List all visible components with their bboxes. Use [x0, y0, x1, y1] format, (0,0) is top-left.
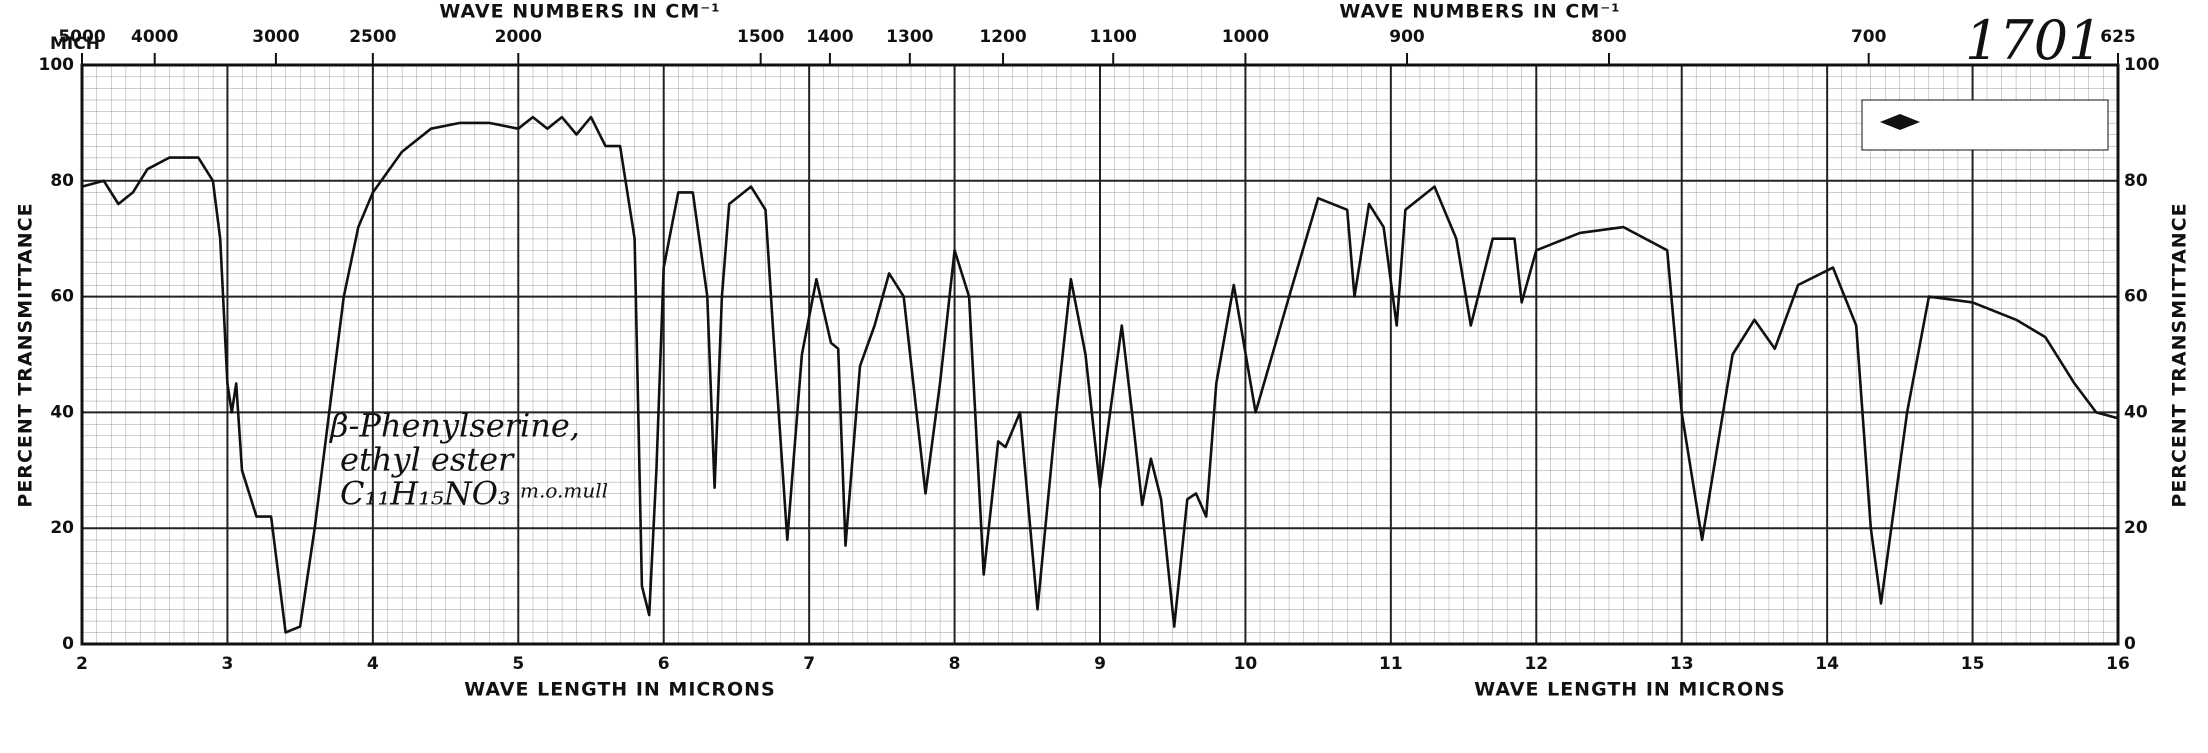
x2-tick-label: 1000: [1222, 27, 1269, 47]
corner-label: MICH: [50, 34, 100, 54]
y-tick-label-right: 0: [2124, 634, 2136, 654]
x2-tick-label: 1300: [886, 27, 933, 47]
x-tick-label: 10: [1234, 654, 1258, 674]
x-axis-label: WAVE LENGTH IN MICRONS: [1474, 679, 1785, 701]
y-axis-label: PERCENT TRANSMITTANCE: [15, 202, 37, 507]
y-tick-label-right: 80: [2124, 171, 2148, 191]
y-tick-label: 60: [50, 287, 74, 307]
annotation: C₁₁H₁₅NO₃: [340, 475, 511, 513]
x2-tick-label: 2500: [349, 27, 396, 47]
x-tick-label: 13: [1670, 654, 1694, 674]
x2-tick-label: 1100: [1090, 27, 1137, 47]
x2-tick-label: 700: [1851, 27, 1887, 47]
annotation: 1701: [1965, 9, 2102, 72]
x-tick-label: 12: [1524, 654, 1548, 674]
y-tick-label: 80: [50, 171, 74, 191]
y-tick-label: 0: [62, 634, 74, 654]
x2-tick-label: 625: [2100, 27, 2136, 47]
x-tick-label: 16: [2106, 654, 2130, 674]
y-tick-label: 20: [50, 518, 74, 538]
x-tick-label: 3: [222, 654, 234, 674]
y-tick-label-right: 100: [2124, 55, 2160, 75]
x2-tick-label: 1200: [979, 27, 1026, 47]
x2-tick-label: 800: [1591, 27, 1627, 47]
x2-tick-label: 4000: [131, 27, 178, 47]
x2-axis-label: WAVE NUMBERS IN CM⁻¹: [1339, 1, 1620, 23]
x-tick-label: 8: [949, 654, 961, 674]
x2-tick-label: 1500: [737, 27, 784, 47]
plot-frame: [80, 63, 2120, 646]
annotation: ethyl ester: [340, 441, 515, 479]
annotation: β-Phenylserine,: [329, 407, 580, 445]
spectrum-line: [81, 115, 2119, 634]
y-tick-label: 40: [50, 402, 74, 422]
x2-axis-label: WAVE NUMBERS IN CM⁻¹: [439, 1, 720, 23]
y-tick-label: 100: [39, 55, 75, 75]
x2-tick-label: 900: [1389, 27, 1425, 47]
y-axis-label-right: PERCENT TRANSMITTANCE: [2169, 202, 2191, 507]
x-tick-label: 9: [1094, 654, 1106, 674]
x-tick-label: 5: [512, 654, 524, 674]
x-tick-label: 15: [1961, 654, 1985, 674]
x-axis-label: WAVE LENGTH IN MICRONS: [464, 679, 775, 701]
x2-tick-label: 1400: [806, 27, 853, 47]
y-tick-label-right: 20: [2124, 518, 2148, 538]
x-tick-label: 14: [1815, 654, 1839, 674]
x-tick-label: 6: [658, 654, 670, 674]
x-tick-label: 11: [1379, 654, 1403, 674]
y-tick-label-right: 60: [2124, 287, 2148, 307]
x-tick-label: 7: [803, 654, 815, 674]
x2-tick-label: 3000: [252, 27, 299, 47]
x2-tick-label: 5000: [58, 27, 105, 47]
logo: [1880, 114, 1920, 130]
x2-tick-label: 2000: [495, 27, 542, 47]
annotation: m.o.mull: [520, 479, 608, 503]
x-tick-label: 2: [76, 654, 88, 674]
x-tick-label: 4: [367, 654, 379, 674]
y-tick-label-right: 40: [2124, 402, 2148, 422]
